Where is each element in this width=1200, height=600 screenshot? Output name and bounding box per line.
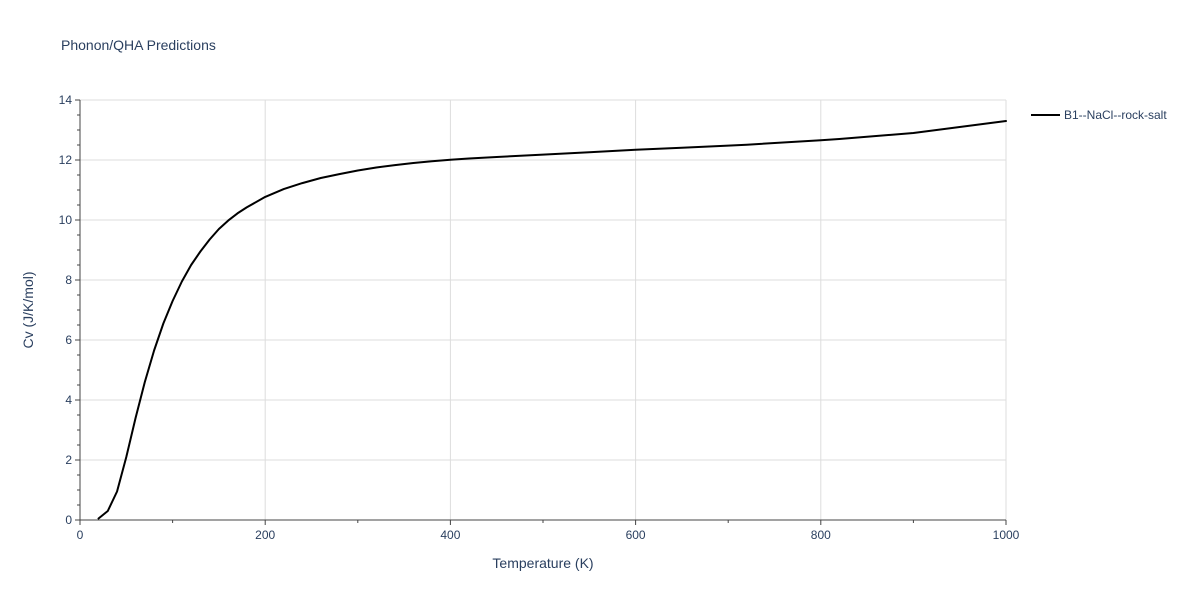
chart-title: Phonon/QHA Predictions (61, 37, 216, 53)
x-tick-label: 800 (811, 528, 831, 542)
y-tick-label: 0 (65, 513, 72, 527)
x-axis-title: Temperature (K) (492, 555, 593, 571)
y-tick-label: 12 (59, 153, 73, 167)
x-tick-label: 600 (626, 528, 646, 542)
series-layer (97, 120, 1007, 520)
legend[interactable]: B1--NaCl--rock-salt (1031, 108, 1167, 122)
x-tick-label: 400 (440, 528, 460, 542)
y-tick-label: 14 (59, 93, 73, 107)
y-axis-title: Cv (J/K/mol) (20, 272, 36, 349)
y-tick-label: 2 (65, 453, 72, 467)
x-tick-label: 0 (77, 528, 84, 542)
grid-layer (80, 99, 1007, 520)
series-line (97, 120, 1007, 520)
y-tick-label: 10 (59, 213, 73, 227)
y-tick-label: 8 (65, 273, 72, 287)
x-tick-label: 1000 (993, 528, 1020, 542)
y-tick-label: 6 (65, 333, 72, 347)
x-tick-label: 200 (255, 528, 275, 542)
legend-label: B1--NaCl--rock-salt (1064, 108, 1167, 122)
axis-layer: 0 200 400 600 800 1000 0 2 4 6 8 10 12 14 (59, 93, 1020, 542)
y-tick-label: 4 (65, 393, 72, 407)
